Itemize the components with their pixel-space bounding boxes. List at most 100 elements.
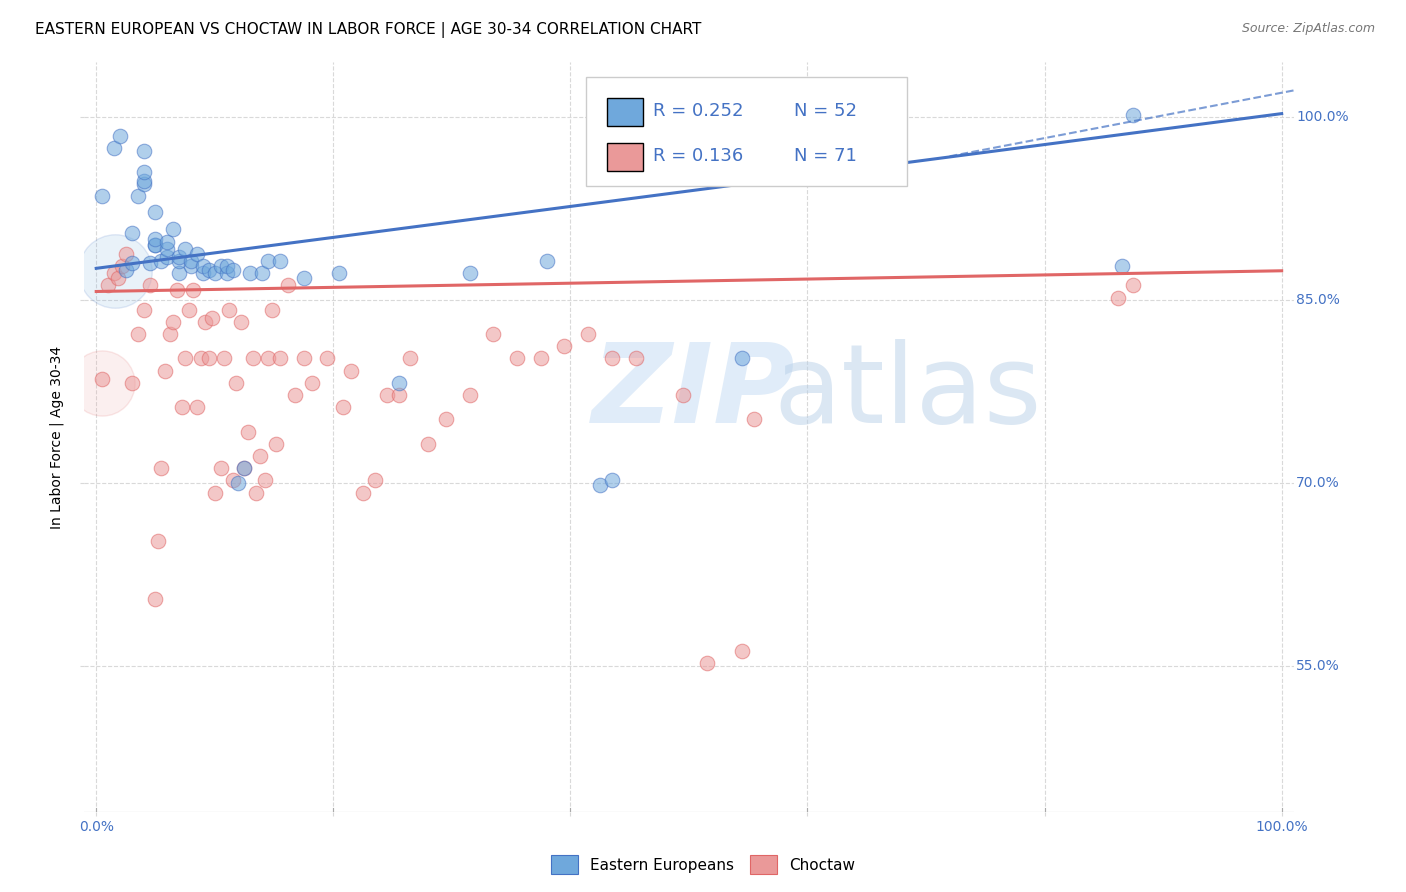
Point <box>156 235 179 249</box>
Point <box>138 256 160 270</box>
Point <box>239 266 262 280</box>
Point <box>204 485 226 500</box>
Point <box>132 178 155 192</box>
Point <box>316 351 339 366</box>
Point <box>301 376 323 390</box>
Point <box>201 311 224 326</box>
Point <box>191 259 214 273</box>
Point <box>150 461 173 475</box>
Point <box>269 351 291 366</box>
Text: R = 0.252: R = 0.252 <box>652 103 744 120</box>
Point <box>145 232 167 246</box>
Point <box>156 242 179 256</box>
Point <box>103 141 125 155</box>
Point <box>127 327 149 342</box>
Point <box>221 473 243 487</box>
Point <box>250 266 273 280</box>
Point <box>292 271 315 285</box>
Text: 100.0%: 100.0% <box>1296 111 1348 124</box>
Point <box>180 254 202 268</box>
Point <box>576 327 599 342</box>
Point <box>215 259 238 273</box>
Point <box>458 388 481 402</box>
Point <box>1122 278 1144 293</box>
Point <box>115 246 138 260</box>
Point <box>328 266 350 280</box>
Point <box>103 266 125 280</box>
Point <box>434 412 457 426</box>
FancyBboxPatch shape <box>607 97 643 126</box>
Point <box>242 351 264 366</box>
Point <box>204 266 226 280</box>
Point <box>186 246 208 260</box>
Text: 85.0%: 85.0% <box>1296 293 1340 307</box>
Point <box>97 278 120 293</box>
Point <box>624 351 647 366</box>
Point <box>132 302 155 317</box>
Point <box>91 372 114 386</box>
Point <box>153 364 176 378</box>
Point <box>277 278 299 293</box>
Point <box>156 251 179 265</box>
Point <box>209 461 232 475</box>
Point <box>553 339 575 353</box>
Text: 100.0%: 100.0% <box>1256 821 1308 834</box>
FancyBboxPatch shape <box>586 78 907 186</box>
Point <box>132 165 155 179</box>
Point <box>145 238 167 252</box>
Point <box>536 254 558 268</box>
Point <box>253 473 276 487</box>
Point <box>121 226 143 240</box>
Point <box>458 266 481 280</box>
Point <box>167 266 190 280</box>
Point <box>138 278 160 293</box>
Point <box>530 351 553 366</box>
Point <box>162 315 184 329</box>
Point <box>121 376 143 390</box>
Point <box>364 473 387 487</box>
Point <box>150 254 173 268</box>
Point <box>132 173 155 187</box>
FancyBboxPatch shape <box>607 143 643 171</box>
Point <box>418 437 440 451</box>
Point <box>233 461 256 475</box>
Point <box>218 302 240 317</box>
Text: atlas: atlas <box>773 339 1042 446</box>
Point <box>731 351 754 366</box>
Point <box>387 376 409 390</box>
Point <box>183 283 205 297</box>
Point <box>198 262 221 277</box>
Point <box>111 259 134 273</box>
Point <box>233 461 256 475</box>
Point <box>387 388 409 402</box>
Point <box>174 351 197 366</box>
Point <box>167 251 190 265</box>
Point <box>236 425 259 439</box>
Point <box>340 364 363 378</box>
Y-axis label: In Labor Force | Age 30-34: In Labor Force | Age 30-34 <box>49 345 65 529</box>
Point <box>170 401 193 415</box>
Point <box>159 327 181 342</box>
Point <box>257 254 280 268</box>
Point <box>177 302 200 317</box>
Point <box>269 254 291 268</box>
Point <box>249 449 271 463</box>
Point <box>399 351 422 366</box>
Point <box>191 266 214 280</box>
Point <box>1107 291 1129 305</box>
Point <box>600 351 623 366</box>
Point <box>696 656 718 670</box>
Point <box>180 259 202 273</box>
Point <box>260 302 283 317</box>
Text: N = 71: N = 71 <box>794 147 858 165</box>
Point <box>146 534 169 549</box>
Point <box>166 283 188 297</box>
Text: EASTERN EUROPEAN VS CHOCTAW IN LABOR FORCE | AGE 30-34 CORRELATION CHART: EASTERN EUROPEAN VS CHOCTAW IN LABOR FOR… <box>35 22 702 38</box>
Point <box>731 644 754 658</box>
Point <box>229 315 252 329</box>
Point <box>127 189 149 203</box>
Point <box>132 145 155 159</box>
Point <box>1111 259 1133 273</box>
Point <box>145 238 167 252</box>
Text: 55.0%: 55.0% <box>1296 658 1340 673</box>
